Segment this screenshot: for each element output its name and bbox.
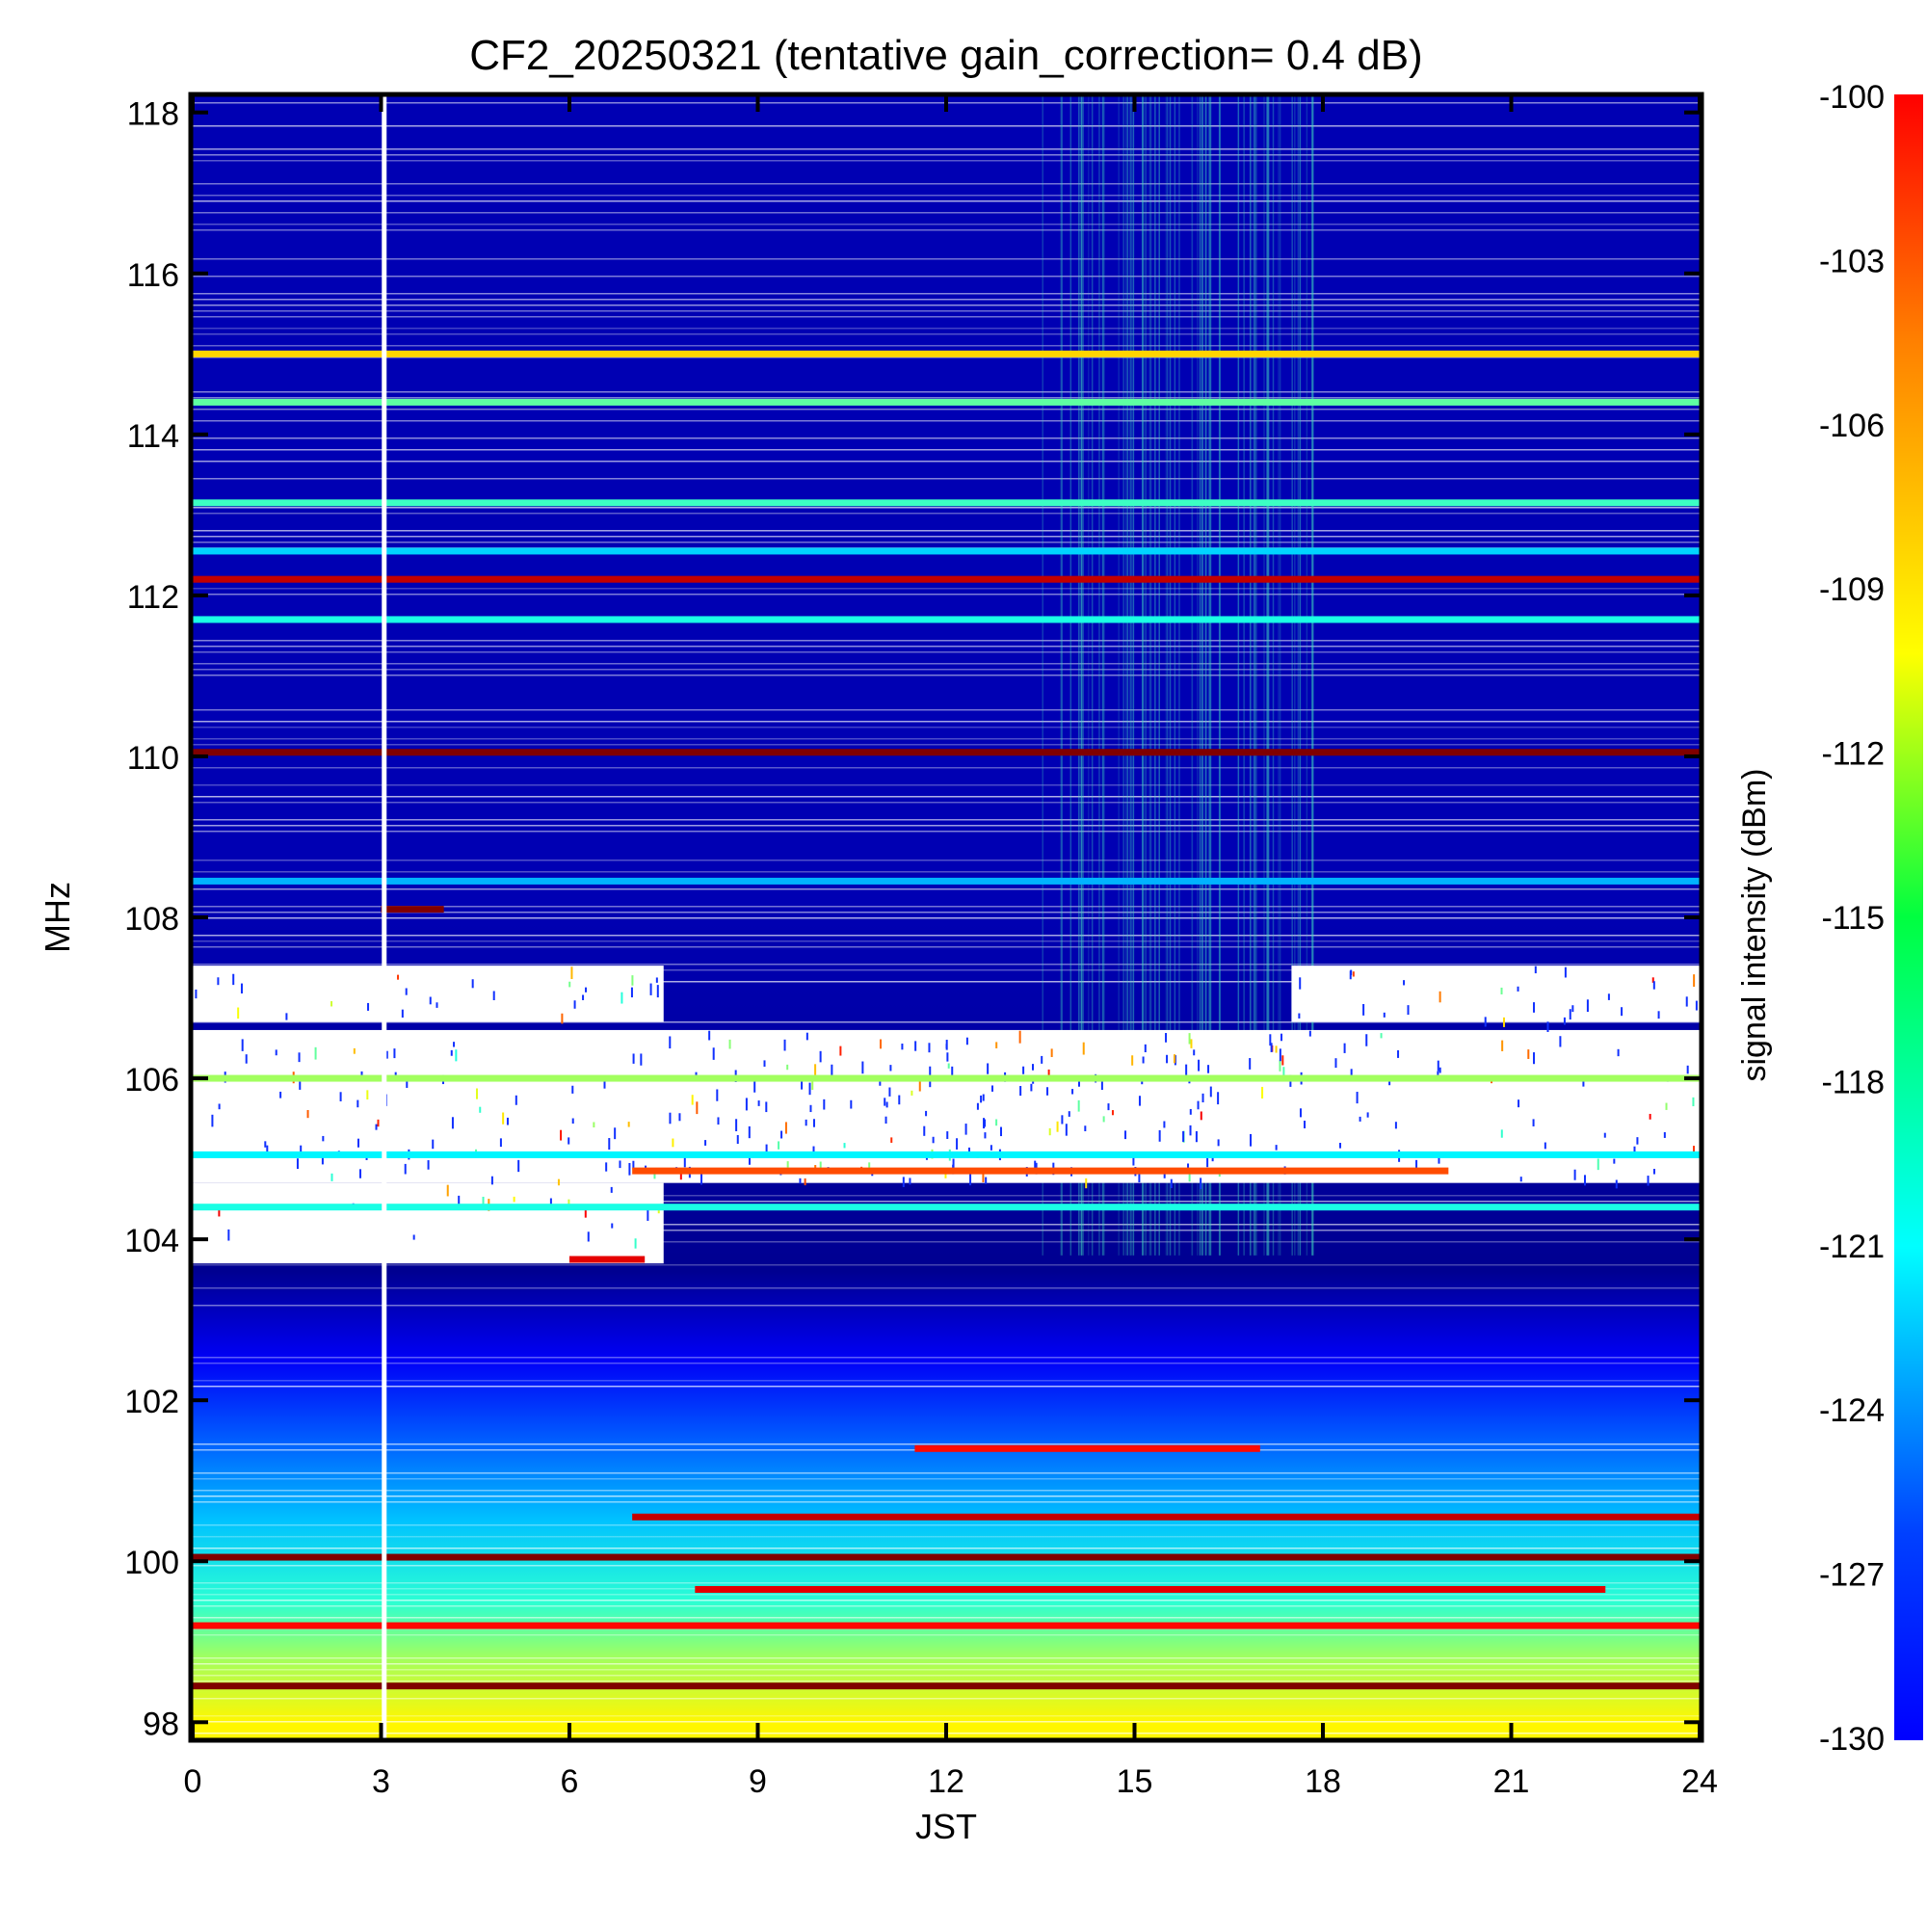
x-tick-label: 12 [928, 1763, 964, 1800]
colorbar-label: signal intensity (dBm) [1736, 768, 1773, 1081]
colorbar-tick-label: -115 [1821, 900, 1885, 937]
carrier-line [569, 1256, 646, 1263]
carrier-line [381, 906, 444, 913]
blank-band [193, 966, 664, 1022]
carrier-line [193, 547, 1700, 555]
colorbar-tick-label: -106 [1819, 408, 1885, 444]
colorbar-tick-label: -100 [1819, 79, 1885, 116]
carrier-line [193, 1204, 1700, 1211]
carrier-line [193, 398, 1700, 406]
y-tick-label: 118 [127, 96, 179, 133]
x-axis-label: JST [915, 1807, 977, 1846]
colorbar [1894, 94, 1923, 1740]
carrier-line [193, 350, 1700, 357]
y-tick-label: 112 [127, 579, 179, 616]
carrier-line [193, 1151, 1700, 1158]
chart-title: CF2_20250321 (tentative gain_correction=… [469, 32, 1422, 79]
y-tick-label: 98 [143, 1706, 179, 1742]
x-tick-label: 6 [561, 1763, 579, 1800]
carrier-line [193, 749, 1700, 756]
x-tick-label: 21 [1493, 1763, 1530, 1800]
y-axis: 98 100 102 104 106 108 110 112 114 116 118 [124, 96, 1700, 1742]
colorbar-tick-label: -118 [1821, 1064, 1885, 1100]
x-axis: 0 3 6 9 12 15 18 21 24 [184, 96, 1718, 1800]
carrier-line [193, 575, 1700, 583]
carrier-line [193, 616, 1700, 623]
x-tick-label: 3 [372, 1763, 390, 1800]
colorbar-tick-label: -121 [1819, 1229, 1885, 1265]
carrier-line [914, 1444, 1260, 1452]
plot-frame [188, 92, 1704, 1743]
colorbar-tick-label: -103 [1819, 243, 1885, 279]
colorbar-tick-label: -112 [1821, 736, 1885, 773]
colorbar-tick-label: -127 [1819, 1557, 1885, 1594]
carrier-line [632, 1167, 1449, 1175]
carrier-line [193, 499, 1700, 507]
y-tick-label: 110 [127, 740, 179, 777]
colorbar-tick-label: -109 [1819, 571, 1885, 608]
blank-band [193, 1029, 1700, 1183]
carrier-line [193, 1074, 1700, 1082]
y-tick-label: 108 [124, 901, 179, 938]
blank-band-speckle [195, 966, 1698, 1249]
colorbar-tick-label: -130 [1819, 1721, 1885, 1758]
colorbar-tick-label: -124 [1819, 1392, 1885, 1429]
blank-band [1291, 966, 1700, 1022]
carrier-line [193, 1682, 1700, 1690]
carrier-line [193, 1553, 1700, 1561]
y-tick-label: 116 [127, 257, 179, 294]
y-axis-label: MHz [38, 882, 77, 953]
y-tick-label: 106 [124, 1062, 179, 1098]
y-tick-label: 102 [124, 1384, 179, 1420]
y-tick-label: 114 [127, 418, 179, 455]
x-tick-label: 9 [749, 1763, 767, 1800]
blank-band [193, 1182, 664, 1264]
x-tick-label: 0 [184, 1763, 202, 1800]
y-tick-label: 100 [124, 1545, 179, 1581]
carrier-line [193, 877, 1700, 885]
carrier-line [193, 1622, 1700, 1629]
y-tick-label: 104 [124, 1223, 179, 1259]
carrier-line [632, 1513, 1700, 1521]
x-tick-label: 15 [1117, 1763, 1153, 1800]
carrier-line [695, 1585, 1606, 1593]
heatmap-plot-area [193, 96, 1700, 1738]
colorbar-ticks: -100 -103 -106 -109 -112 -115 -118 -121 -124 -127… [1819, 79, 1885, 1758]
x-tick-label: 24 [1681, 1763, 1718, 1800]
x-tick-label: 18 [1305, 1763, 1341, 1800]
data-gap-line [382, 96, 387, 1738]
